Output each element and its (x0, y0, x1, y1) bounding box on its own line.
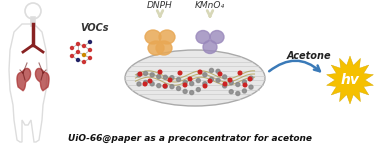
Circle shape (150, 73, 154, 77)
Circle shape (209, 77, 214, 81)
Circle shape (71, 55, 73, 57)
Text: KMnO₄: KMnO₄ (195, 1, 225, 10)
Text: DNPH: DNPH (147, 1, 173, 10)
Circle shape (248, 77, 252, 81)
Circle shape (71, 46, 73, 50)
Circle shape (223, 82, 227, 86)
Circle shape (76, 42, 79, 46)
Circle shape (196, 79, 200, 83)
Text: UiO-66@paper as a preconcentrator for acetone: UiO-66@paper as a preconcentrator for ac… (68, 133, 312, 143)
Circle shape (144, 80, 147, 84)
Circle shape (223, 84, 227, 88)
Circle shape (249, 76, 253, 80)
Circle shape (203, 73, 207, 77)
Circle shape (178, 71, 182, 75)
Circle shape (163, 84, 167, 88)
Circle shape (150, 82, 154, 86)
Circle shape (228, 78, 232, 82)
Circle shape (208, 79, 212, 83)
Circle shape (82, 45, 85, 47)
Polygon shape (17, 68, 31, 91)
Circle shape (82, 54, 85, 56)
Circle shape (137, 82, 141, 86)
Text: hv: hv (341, 73, 359, 87)
Circle shape (137, 73, 141, 77)
Circle shape (216, 78, 220, 82)
Circle shape (229, 90, 233, 94)
Circle shape (196, 88, 200, 92)
Circle shape (177, 86, 181, 91)
Circle shape (223, 75, 227, 79)
Circle shape (163, 75, 167, 79)
Circle shape (236, 82, 240, 86)
Circle shape (138, 72, 142, 76)
Circle shape (249, 85, 253, 89)
Circle shape (157, 75, 161, 79)
Circle shape (242, 80, 246, 84)
Circle shape (242, 89, 246, 93)
Ellipse shape (145, 30, 161, 44)
Circle shape (216, 69, 220, 73)
Circle shape (183, 80, 187, 85)
Ellipse shape (196, 30, 210, 44)
Circle shape (190, 82, 194, 86)
Circle shape (209, 68, 214, 72)
Circle shape (188, 77, 192, 81)
Ellipse shape (125, 50, 265, 106)
Circle shape (229, 81, 233, 85)
Ellipse shape (148, 41, 164, 55)
Circle shape (198, 70, 202, 74)
Text: Acetone: Acetone (287, 51, 332, 61)
Circle shape (236, 91, 240, 96)
Circle shape (143, 82, 147, 86)
Circle shape (168, 78, 172, 82)
FancyArrowPatch shape (269, 61, 320, 71)
Ellipse shape (159, 30, 175, 44)
Circle shape (177, 77, 181, 81)
Circle shape (170, 76, 174, 80)
Circle shape (157, 84, 161, 88)
Circle shape (238, 71, 242, 75)
Circle shape (88, 41, 91, 44)
Polygon shape (36, 68, 49, 91)
Ellipse shape (203, 41, 217, 54)
Circle shape (183, 90, 187, 93)
Circle shape (88, 56, 91, 60)
Polygon shape (327, 56, 373, 104)
Circle shape (82, 61, 85, 64)
Circle shape (158, 70, 162, 74)
Circle shape (76, 51, 79, 54)
Circle shape (218, 72, 222, 76)
Circle shape (88, 49, 91, 51)
Circle shape (76, 59, 79, 61)
Circle shape (170, 85, 174, 89)
Circle shape (163, 84, 167, 88)
Circle shape (203, 82, 207, 86)
Circle shape (144, 71, 147, 75)
Circle shape (190, 91, 194, 95)
Ellipse shape (156, 41, 172, 55)
Text: VOCs: VOCs (80, 23, 108, 33)
Circle shape (243, 83, 247, 87)
Circle shape (203, 84, 207, 88)
Ellipse shape (210, 30, 224, 44)
Circle shape (148, 79, 152, 83)
Circle shape (183, 83, 187, 87)
